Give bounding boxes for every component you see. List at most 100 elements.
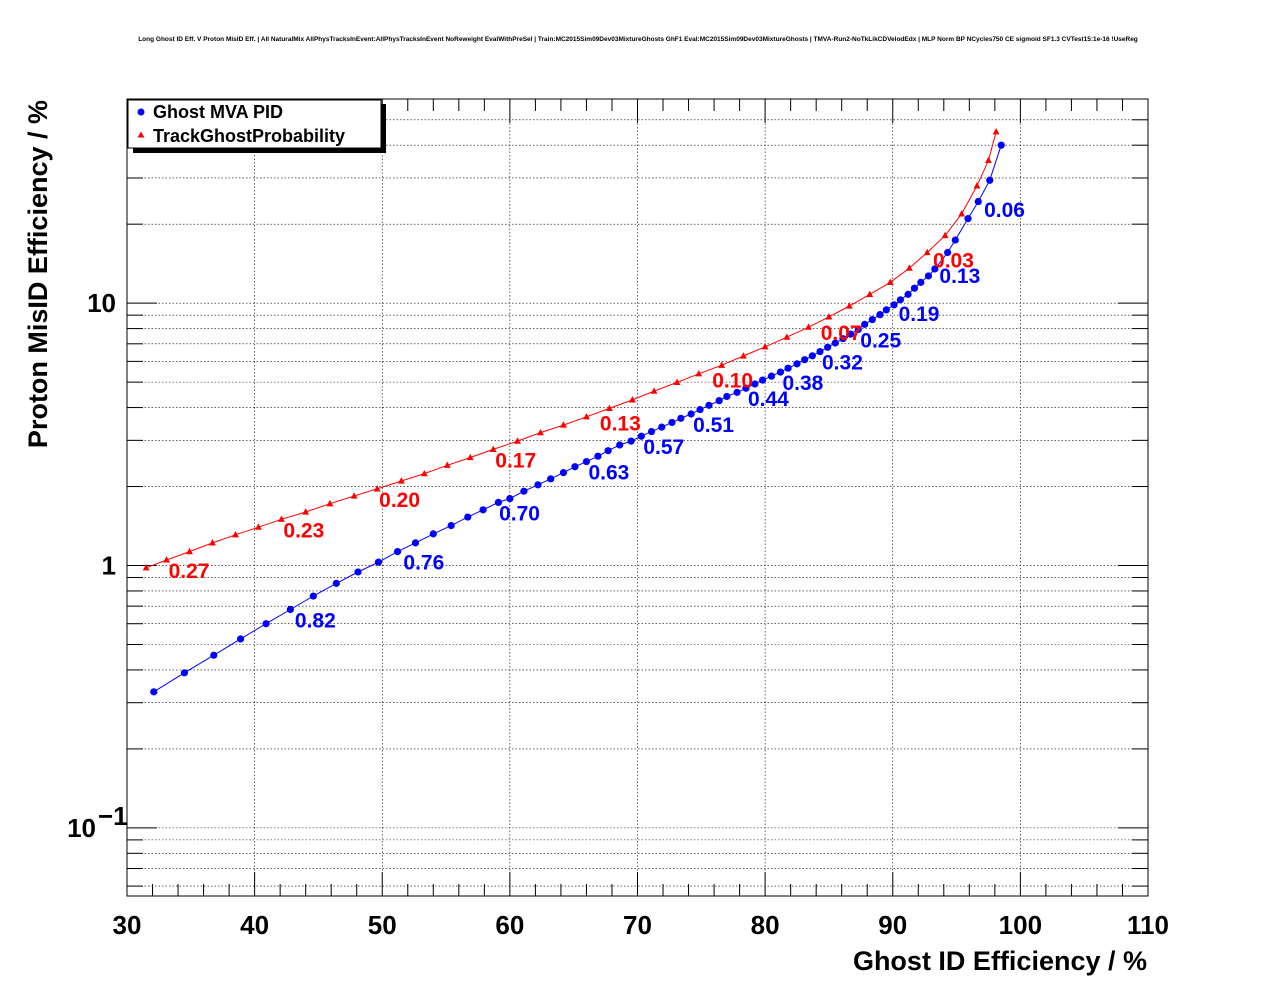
chart-title: Long Ghost ID Eff. V Proton MisID Eff. |… — [138, 36, 1138, 43]
x-tick-label: 80 — [751, 910, 780, 940]
x-tick-label: 40 — [240, 910, 269, 940]
series-layer — [142, 127, 1005, 696]
data-point — [594, 452, 602, 460]
data-point — [489, 445, 497, 453]
data-point — [677, 414, 685, 422]
legend-label-ghost-mva-pid: Ghost MVA PID — [153, 102, 283, 122]
x-tick-label: 30 — [113, 910, 142, 940]
data-point — [886, 278, 894, 285]
data-point — [839, 335, 847, 343]
data-point — [986, 176, 994, 184]
data-label: 0.82 — [295, 609, 336, 632]
data-point — [443, 461, 451, 468]
data-point — [628, 396, 636, 403]
data-point — [163, 556, 170, 563]
data-point — [326, 499, 334, 507]
data-point — [650, 387, 658, 394]
data-point — [776, 368, 785, 376]
data-point — [808, 352, 816, 360]
data-point — [784, 364, 792, 372]
data-point — [647, 427, 656, 436]
data-point — [742, 384, 750, 392]
data-point — [302, 508, 310, 515]
data-point — [393, 547, 402, 556]
plot-frame — [126, 98, 1149, 897]
data-point — [941, 231, 949, 239]
data-point — [687, 410, 695, 418]
data-point — [506, 494, 514, 503]
series-line — [153, 145, 1002, 693]
data-point — [560, 421, 567, 428]
data-point — [262, 620, 270, 628]
data-point — [944, 248, 952, 257]
data-point — [761, 342, 769, 350]
data-label: 0.76 — [403, 552, 444, 575]
x-tick-label: 70 — [623, 910, 652, 940]
data-point — [637, 432, 645, 440]
data-point — [740, 352, 747, 359]
y-tick-label-exponent: −1 — [98, 801, 128, 831]
data-point — [582, 457, 591, 466]
grid — [127, 99, 1148, 896]
data-point — [606, 404, 613, 412]
data-label: 0.10 — [712, 369, 753, 392]
x-axis-label: Ghost ID Efficiency / % — [853, 946, 1147, 976]
data-point — [447, 521, 455, 530]
data-point — [882, 306, 890, 314]
data-point — [350, 492, 358, 499]
x-tick-label: 90 — [878, 910, 907, 940]
data-label: 0.32 — [822, 352, 863, 375]
data-point — [824, 343, 832, 351]
data-point — [904, 290, 912, 298]
data-point — [332, 579, 340, 587]
data-point — [917, 278, 925, 286]
data-label: 0.25 — [860, 329, 901, 352]
data-point — [373, 485, 381, 492]
data-point — [854, 325, 862, 334]
data-point — [866, 290, 874, 297]
data-label: 0.51 — [693, 414, 734, 437]
data-point — [825, 313, 833, 320]
data-point — [696, 405, 704, 414]
data-point — [209, 539, 216, 546]
data-point — [429, 530, 437, 538]
data-point — [767, 372, 776, 380]
data-label: 0.27 — [169, 560, 210, 583]
annotations-layer: 0.82 0.76 0.70 0.63 0.57 0.51 0.440.380.320.25… — [169, 199, 1025, 633]
data-point — [210, 651, 218, 659]
data-point — [236, 635, 245, 643]
data-point — [964, 215, 972, 223]
data-point — [876, 311, 884, 319]
data-point — [923, 248, 931, 256]
data-point — [537, 428, 544, 436]
data-point — [466, 453, 474, 461]
data-point — [309, 592, 317, 600]
data-point — [534, 481, 542, 489]
data-point — [924, 272, 933, 280]
legend-marker-track-ghost-probability — [137, 131, 145, 138]
data-point — [718, 361, 726, 368]
data-point — [723, 392, 731, 401]
data-point — [668, 418, 676, 427]
data-label: 0.03 — [933, 250, 974, 273]
data-label: 0.06 — [984, 199, 1025, 222]
data-label: 0.20 — [379, 489, 420, 512]
data-point — [845, 302, 853, 309]
data-point — [627, 437, 635, 445]
data-point — [374, 558, 383, 566]
y-tick-label: 1 — [102, 551, 116, 581]
data-point — [868, 315, 876, 324]
data-point — [547, 475, 555, 483]
data-point — [658, 423, 666, 431]
data-point — [286, 605, 294, 614]
legend-marker-ghost-mva-pid — [137, 108, 145, 116]
data-point — [479, 506, 487, 514]
x-tick-label: 50 — [368, 910, 397, 940]
data-point — [801, 356, 809, 364]
data-point — [931, 265, 939, 273]
data-label: 0.63 — [588, 462, 629, 485]
data-point — [816, 347, 824, 356]
data-point — [180, 669, 189, 677]
